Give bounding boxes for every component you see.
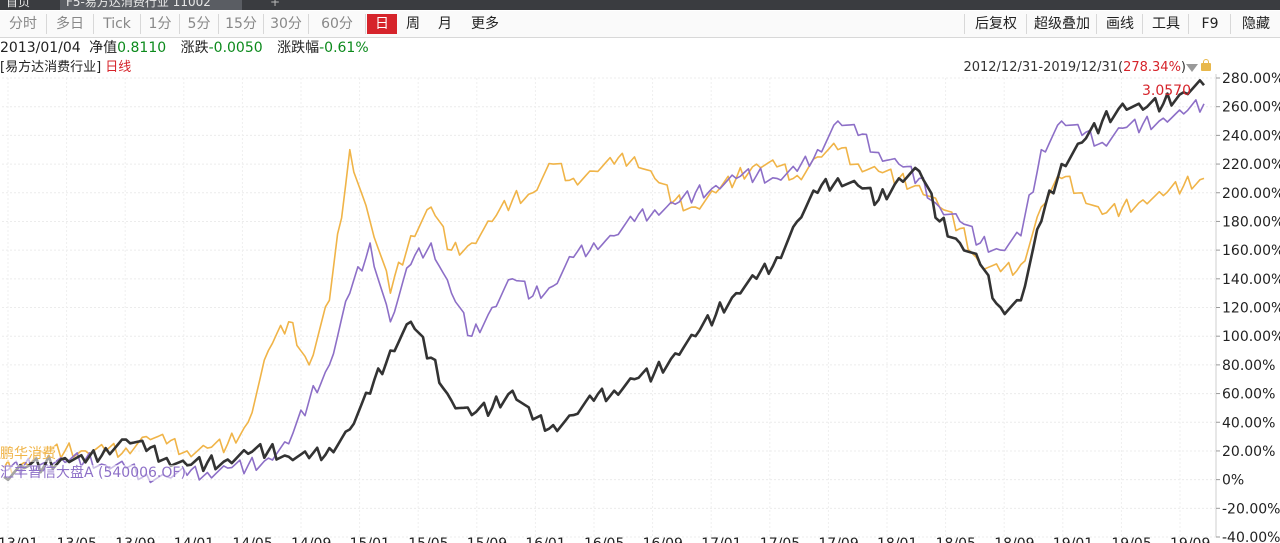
x-tick-label: 19/05	[1111, 536, 1151, 543]
x-tick-label: 18/09	[994, 536, 1034, 543]
date-range-return: 2012/12/31-2019/12/31(278.34%)	[963, 59, 1186, 77]
y-tick-label: 280.00%	[1222, 71, 1280, 87]
last-value-label: 3.0570	[1142, 83, 1191, 99]
hide-button[interactable]: 隐藏	[1230, 14, 1280, 34]
period-button-daily[interactable]: 日	[367, 14, 397, 34]
quote-date: 2013/01/04	[0, 40, 81, 56]
range-return: 278.34%	[1123, 60, 1181, 75]
period-button-30min[interactable]: 30分	[264, 14, 309, 34]
x-tick-label: 13/09	[115, 536, 155, 543]
x-tick-label: 16/05	[584, 536, 624, 543]
lock-icon[interactable]	[1201, 59, 1211, 71]
x-tick-label: 13/05	[57, 536, 97, 543]
fund-name: [易方达消费行业]	[0, 60, 102, 75]
nav-value: 0.8110	[117, 40, 167, 56]
x-tick-label: 14/01	[174, 536, 214, 543]
range-close-paren: )	[1180, 60, 1186, 75]
period-button-intraday[interactable]: 分时	[0, 14, 47, 34]
x-tick-label: 17/05	[760, 536, 800, 543]
x-tick-label: 15/09	[467, 536, 507, 543]
period-button-1min[interactable]: 1分	[141, 14, 180, 34]
x-tick-label: 18/01	[877, 536, 917, 543]
y-tick-label: 60.00%	[1222, 387, 1275, 403]
period-toolbar: 分时 多日 Tick 1分 5分 15分 30分 60分 日 周 月 更多 后复…	[0, 11, 1280, 38]
period-button-tick[interactable]: Tick	[94, 14, 141, 34]
y-tick-label: 240.00%	[1222, 128, 1280, 144]
tab-home[interactable]: 首页	[6, 0, 31, 9]
period-button-multiday[interactable]: 多日	[47, 14, 94, 34]
y-tick-label: 40.00%	[1222, 415, 1275, 431]
y-tick-label: 100.00%	[1222, 329, 1280, 345]
x-tick-label: 19/01	[1053, 536, 1093, 543]
period-button-monthly[interactable]: 月	[438, 16, 452, 32]
y-tick-label: 220.00%	[1222, 157, 1280, 173]
series-line-1	[3, 142, 1205, 475]
x-tick-label: 14/05	[232, 536, 272, 543]
chart-period-label: 日线	[105, 60, 132, 75]
y-tick-label: 80.00%	[1222, 358, 1275, 374]
x-tick-label: 17/09	[818, 536, 858, 543]
legend-overlay1: 鹏华消费	[0, 446, 56, 462]
super-overlay-button[interactable]: 超级叠加	[1026, 14, 1097, 34]
x-tick-label: 19/09	[1170, 536, 1210, 543]
x-tick-label: 16/01	[525, 536, 565, 543]
period-button-60min[interactable]: 60分	[309, 14, 366, 34]
f9-button[interactable]: F9	[1188, 14, 1231, 34]
y-tick-label: 140.00%	[1222, 272, 1280, 288]
change-label: 涨跌	[180, 40, 209, 56]
period-button-weekly[interactable]: 周	[406, 16, 420, 32]
x-tick-label: 14/09	[291, 536, 331, 543]
legend-overlay2: 汇丰晋信大盘A (540006.OF)	[0, 465, 186, 481]
y-tick-label: 20.00%	[1222, 444, 1275, 460]
adjust-rights-button[interactable]: 后复权	[964, 14, 1027, 34]
quote-info-bar: 2013/01/04 净值0.8110 涨跌-0.0050 涨跌幅-0.61%	[0, 38, 373, 58]
y-tick-label: -20.00%	[1222, 501, 1280, 517]
period-button-5min[interactable]: 5分	[180, 14, 219, 34]
tab-fund-chart[interactable]: F5-易方达消费行业 11002	[60, 0, 242, 10]
nav-label: 净值	[89, 40, 118, 56]
chart-title: [易方达消费行业] 日线	[0, 59, 131, 77]
y-tick-label: 260.00%	[1222, 100, 1280, 116]
more-periods-button[interactable]: 更多	[471, 16, 499, 32]
change-value: -0.0050	[208, 40, 263, 56]
y-tick-label: 160.00%	[1222, 243, 1280, 259]
change-pct-value: -0.61%	[319, 40, 369, 56]
y-tick-label: -40.00%	[1222, 530, 1280, 543]
x-tick-label: 16/09	[643, 536, 683, 543]
y-tick-label: 180.00%	[1222, 214, 1280, 230]
add-tab-button[interactable]: +	[270, 0, 281, 9]
range-dropdown-icon[interactable]	[1186, 64, 1198, 72]
tools-button[interactable]: 工具	[1142, 14, 1189, 34]
x-tick-label: 15/05	[408, 536, 448, 543]
x-tick-label: 15/01	[350, 536, 390, 543]
x-tick-label: 18/05	[936, 536, 976, 543]
y-tick-label: 120.00%	[1222, 301, 1280, 317]
series-line-0	[3, 79, 1205, 482]
x-tick-label: 13/01	[0, 536, 38, 543]
x-tick-label: 17/01	[701, 536, 741, 543]
date-range: 2012/12/31-2019/12/31(	[963, 60, 1124, 75]
draw-lines-button[interactable]: 画线	[1096, 14, 1143, 34]
period-button-15min[interactable]: 15分	[219, 14, 264, 34]
y-tick-label: 0%	[1222, 473, 1244, 489]
change-pct-label: 涨跌幅	[277, 40, 320, 56]
tab-bar: 首页 F5-易方达消费行业 11002 +	[0, 0, 1280, 10]
y-tick-label: 200.00%	[1222, 186, 1280, 202]
series-line-2	[3, 99, 1205, 484]
